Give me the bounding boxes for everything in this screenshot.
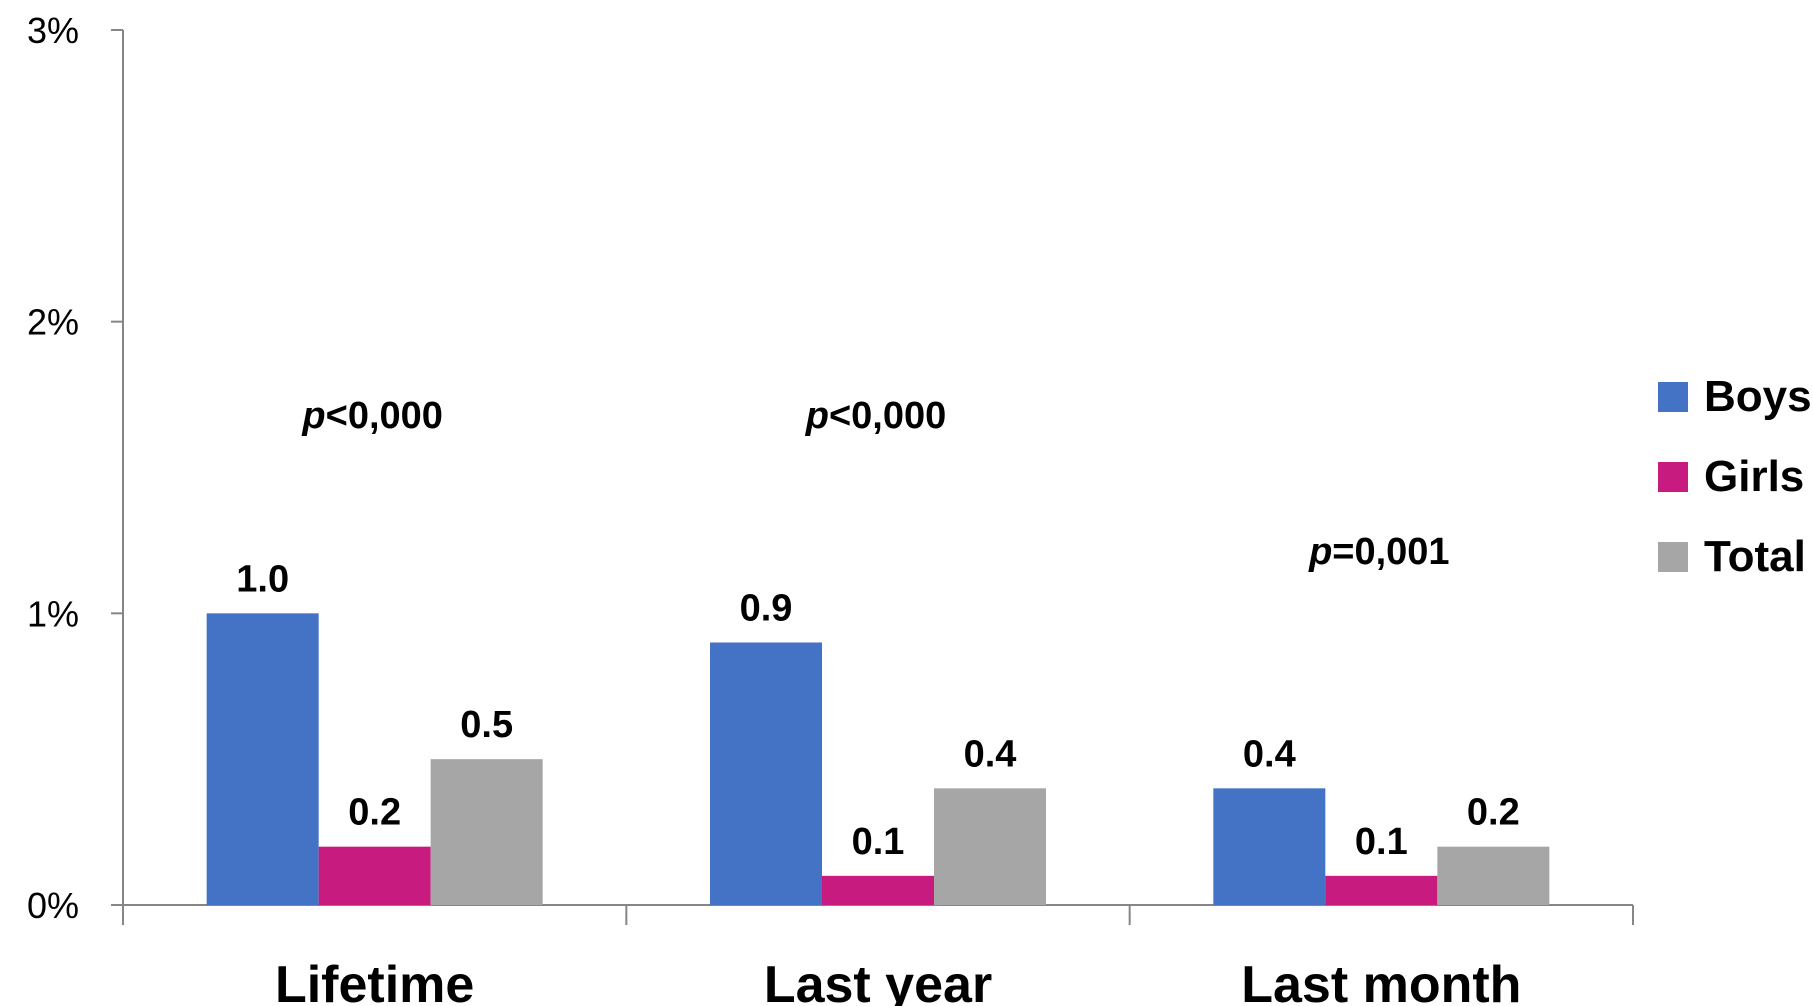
bars: [206, 613, 1550, 905]
x-category-label: Last month: [1241, 956, 1521, 1006]
p-value-text: =0,001: [1332, 531, 1449, 573]
axes: 0% 1% 2% 3% Lifetime Last year Last month: [27, 10, 1634, 1006]
p-value-annotation: p<0,000: [301, 395, 443, 437]
data-label: 0.2: [348, 792, 401, 834]
data-label: 0.4: [964, 733, 1017, 775]
legend-swatch-girls: [1658, 462, 1688, 492]
x-category-label: Lifetime: [275, 956, 474, 1006]
data-labels: 1.0 0.2 0.5 0.9 0.1 0.4 0.4 0.1 0.2: [236, 558, 1519, 863]
data-label: 0.1: [1355, 821, 1408, 863]
p-value-text: <0,000: [829, 395, 946, 437]
data-label: 0.2: [1467, 792, 1520, 834]
y-tick-label: 1%: [27, 593, 79, 634]
x-category-label: Last year: [764, 956, 992, 1006]
bar-girls: [318, 846, 431, 905]
p-value-text: <0,000: [326, 395, 443, 437]
legend-label-boys: Boys: [1704, 372, 1812, 421]
legend-label-total: Total: [1704, 532, 1806, 581]
y-tick-label: 2%: [27, 302, 79, 343]
bar-total: [1437, 846, 1550, 905]
p-value-prefix: p: [805, 395, 829, 437]
legend-label-girls: Girls: [1704, 452, 1804, 501]
bar-boys: [1213, 788, 1326, 905]
bar-girls: [822, 875, 934, 905]
legend-swatch-total: [1658, 542, 1688, 572]
bar-boys: [710, 642, 822, 905]
bar-total: [934, 788, 1046, 905]
data-label: 1.0: [236, 558, 289, 600]
p-value-annotation: p<0,000: [805, 395, 947, 437]
data-label: 0.5: [460, 704, 513, 746]
data-label: 0.4: [1243, 733, 1296, 775]
p-value-annotation: p=0,001: [1308, 531, 1450, 573]
y-tick-label: 0%: [27, 885, 79, 926]
data-label: 0.1: [852, 821, 905, 863]
bar-total: [430, 759, 543, 905]
legend-swatch-boys: [1658, 382, 1688, 412]
bar-boys: [206, 613, 319, 905]
y-tick-label: 3%: [27, 10, 79, 51]
legend: Boys Girls Total: [1658, 372, 1812, 581]
data-label: 0.9: [740, 588, 793, 630]
p-value-prefix: p: [1308, 531, 1332, 573]
p-value-prefix: p: [301, 395, 325, 437]
bar-girls: [1325, 875, 1438, 905]
